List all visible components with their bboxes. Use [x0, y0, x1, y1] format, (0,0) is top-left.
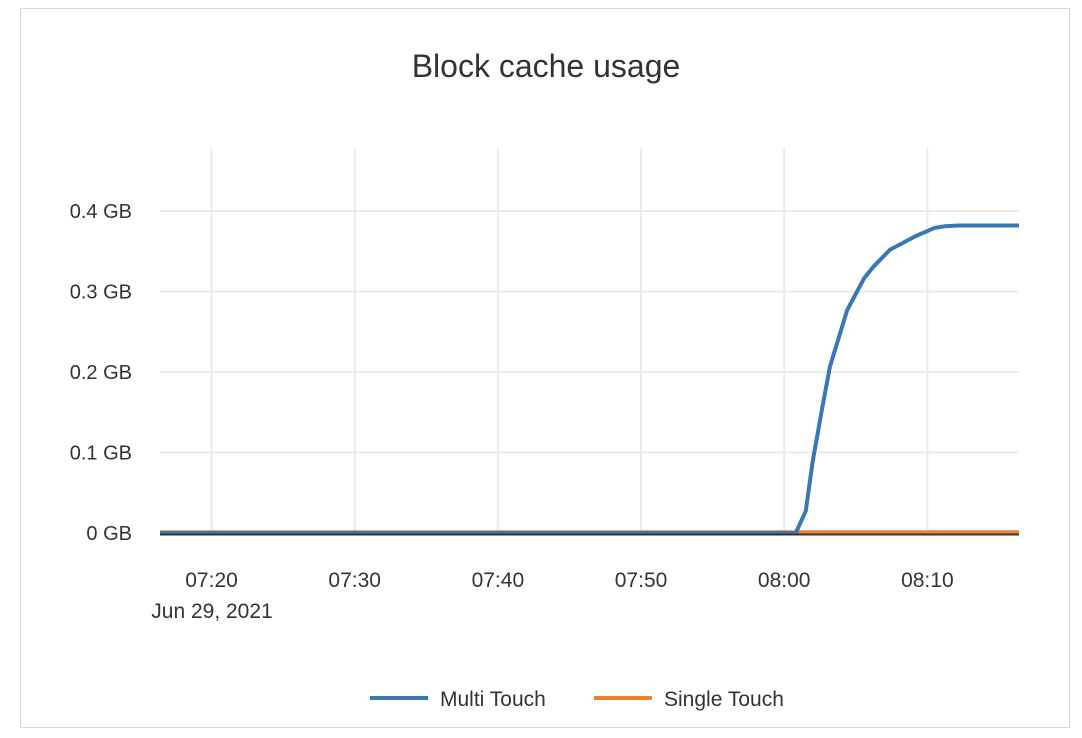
y-tick-label: 0.1 GB	[70, 443, 132, 465]
x-tick-label: 07:30	[328, 569, 381, 592]
legend-label: Single Touch	[664, 688, 784, 711]
y-tick-label: 0.4 GB	[70, 201, 132, 223]
legend-item-single-touch[interactable]: Single Touch	[594, 688, 784, 711]
x-tick-label: 08:10	[901, 569, 954, 592]
legend-item-multi-touch[interactable]: Multi Touch	[370, 688, 546, 711]
x-tick-label: 07:40	[472, 569, 525, 592]
x-tick-label: 08:00	[758, 569, 811, 592]
x-tick-label: 07:50	[615, 569, 668, 592]
x-date-label: Jun 29, 2021	[151, 600, 272, 623]
y-tick-label: 0 GB	[86, 523, 132, 545]
chart-title: Block cache usage	[412, 48, 681, 84]
chart-card	[20, 8, 1070, 728]
y-tick-label: 0.2 GB	[70, 362, 132, 384]
series-line-multi-touch	[160, 223, 1019, 535]
y-tick-label: 0.3 GB	[70, 282, 132, 304]
legend-label: Multi Touch	[440, 688, 546, 711]
x-tick-label: 07:20	[185, 569, 238, 592]
